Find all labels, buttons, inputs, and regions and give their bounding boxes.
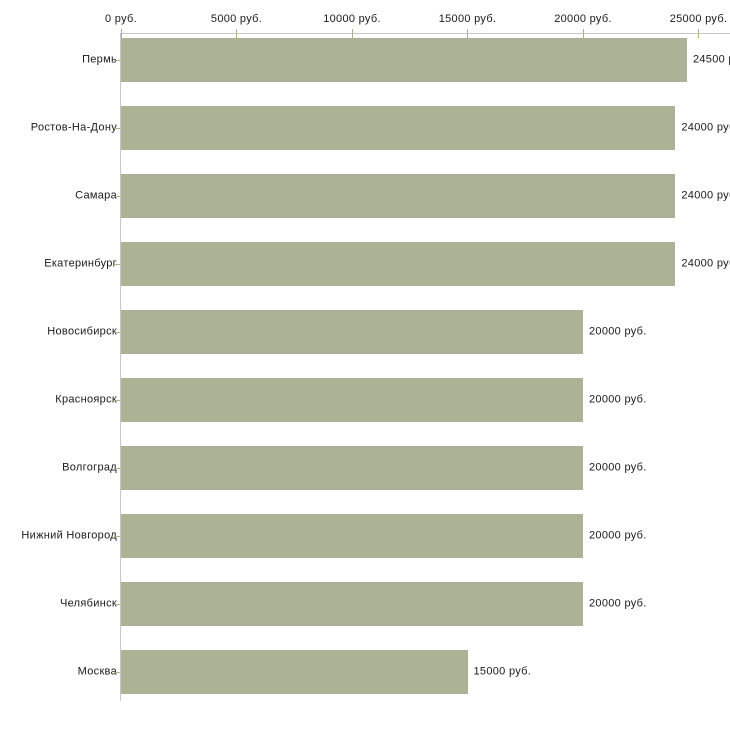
y-axis-tick	[114, 536, 120, 537]
value-label: 24000 руб.	[681, 257, 730, 270]
bar	[121, 650, 468, 694]
bar	[121, 310, 583, 354]
category-label: Самара	[75, 189, 117, 202]
bar	[121, 514, 583, 558]
x-axis-tick	[582, 29, 584, 38]
y-axis-tick	[114, 196, 120, 197]
x-axis-tick-label: 0 руб.	[105, 13, 137, 25]
y-axis-tick	[114, 604, 120, 605]
category-label: Красноярск	[55, 393, 117, 406]
value-label: 20000 руб.	[589, 529, 647, 542]
x-axis-tick-label: 10000 руб.	[323, 13, 381, 25]
x-axis-tick	[698, 29, 699, 38]
y-axis-tick	[114, 672, 120, 673]
x-axis-tick	[236, 29, 237, 38]
category-label: Екатеринбург	[44, 257, 117, 270]
bar	[121, 242, 676, 286]
category-label: Пермь	[82, 53, 117, 66]
x-axis-line	[120, 33, 730, 34]
x-axis-tick-label: 15000 руб.	[438, 13, 497, 25]
category-label: Москва	[77, 665, 117, 678]
y-axis-tick	[114, 332, 120, 333]
bar	[121, 446, 583, 490]
x-axis-tick-label: 5000 руб.	[210, 13, 263, 25]
bar	[121, 174, 676, 218]
x-axis-tick	[120, 29, 122, 38]
y-axis-tick	[114, 468, 120, 469]
y-axis-tick	[114, 400, 120, 401]
category-label: Ростов-На-Дону	[30, 121, 117, 134]
category-label: Волгоград	[62, 461, 117, 474]
bar	[121, 582, 583, 626]
x-axis-tick-label: 25000 руб.	[669, 13, 728, 25]
y-axis-tick	[114, 128, 120, 129]
category-label: Новосибирск	[47, 325, 117, 338]
x-axis-tick	[351, 29, 353, 38]
y-axis-tick	[114, 264, 120, 265]
value-label: 24500 руб.	[692, 53, 730, 66]
bar	[121, 378, 583, 422]
bar	[121, 106, 676, 150]
value-label: 20000 руб.	[589, 325, 647, 338]
value-label: 24000 руб.	[681, 189, 730, 202]
x-axis-tick-label: 20000 руб.	[554, 13, 612, 25]
bar	[121, 38, 687, 82]
category-label: Челябинск	[60, 597, 117, 610]
value-label: 20000 руб.	[589, 393, 647, 406]
value-label: 20000 руб.	[589, 461, 647, 474]
value-label: 20000 руб.	[589, 597, 647, 610]
value-label: 15000 руб.	[473, 665, 532, 678]
category-label: Нижний Новгород	[21, 529, 117, 542]
value-label: 24000 руб.	[681, 121, 730, 134]
y-axis-line	[120, 33, 121, 701]
x-axis-tick	[467, 29, 468, 38]
y-axis-tick	[114, 60, 120, 61]
